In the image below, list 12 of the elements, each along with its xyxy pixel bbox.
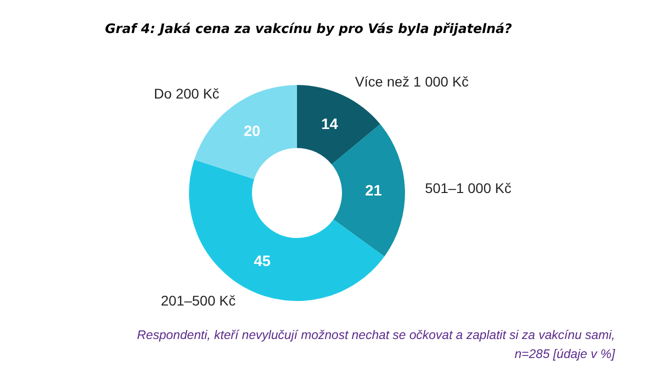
text: Respondenti, kteří nevylučují možnost nechat se očkovat a zaplatit si za vakcínu sami, — [136, 327, 615, 344]
slice-label: 501–1 000 Kč — [424, 180, 512, 196]
chart-title: Graf 4: Jaká cena za vakcínu by pro Vás byla přijatelná? — [105, 22, 512, 37]
slice-label: Více než 1 000 Kč — [354, 74, 469, 90]
data-label: 14 — [321, 116, 339, 133]
data-label: 20 — [244, 123, 260, 140]
slice-label: Do 200 Kč — [154, 85, 220, 102]
donut-slice — [297, 85, 380, 164]
text: n=285 [údaje v %] — [514, 346, 615, 363]
slice-label: 201–500 Kč — [160, 292, 236, 309]
data-label: 45 — [254, 253, 271, 270]
data-label: 21 — [365, 182, 382, 200]
